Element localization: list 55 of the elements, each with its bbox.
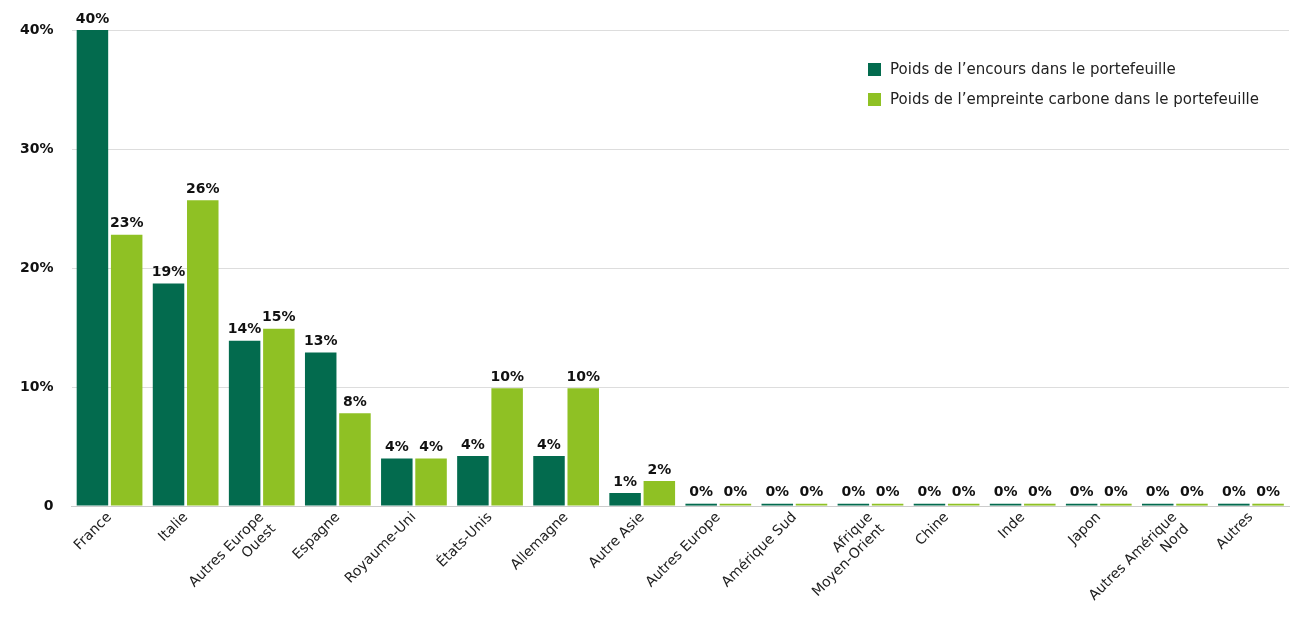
- data-label: 0%: [841, 483, 866, 500]
- data-label: 4%: [419, 438, 443, 455]
- data-label: 4%: [537, 435, 561, 452]
- data-label: 13%: [303, 332, 338, 349]
- y-tick-label: 20%: [19, 258, 54, 275]
- data-label: 0%: [993, 483, 1018, 500]
- data-label: 2%: [647, 460, 672, 477]
- data-label: 26%: [186, 179, 220, 196]
- data-label: 0%: [1027, 483, 1052, 500]
- data-label: 0%: [1104, 483, 1128, 500]
- data-label: 1%: [613, 472, 637, 489]
- data-label: 19%: [151, 263, 186, 280]
- bar: [339, 413, 371, 506]
- bar: [609, 493, 641, 506]
- data-label: 0%: [723, 483, 748, 500]
- bar: [415, 458, 447, 506]
- data-label: 0%: [951, 483, 976, 500]
- data-label: 10%: [566, 367, 600, 384]
- bar: [263, 328, 295, 506]
- bar: [76, 30, 109, 506]
- legend-label: Poids de l’empreinte carbone dans le portefeuille: [890, 90, 1259, 108]
- bar: [457, 456, 489, 506]
- legend-label: Poids de l’encours dans le portefeuille: [890, 60, 1176, 78]
- data-label: 0%: [1145, 483, 1170, 500]
- bar: [228, 340, 261, 506]
- bar: [533, 456, 565, 506]
- data-label: 0%: [1069, 483, 1094, 500]
- y-tick-label: 10%: [19, 377, 54, 394]
- bar: [152, 283, 185, 506]
- bar: [643, 481, 676, 506]
- data-label: 0%: [689, 483, 714, 500]
- data-label: 40%: [75, 9, 110, 26]
- data-label: 14%: [227, 320, 262, 337]
- data-label: 23%: [109, 214, 144, 231]
- data-label: 15%: [262, 308, 296, 325]
- data-label: 10%: [490, 367, 524, 384]
- data-label: 0%: [765, 483, 790, 500]
- data-label: 0%: [1256, 483, 1280, 500]
- data-label: 0%: [875, 483, 900, 500]
- data-label: 0%: [1180, 483, 1204, 500]
- bar: [187, 200, 219, 506]
- bar: [304, 352, 337, 506]
- y-tick-label: 40%: [19, 20, 54, 37]
- data-label: 0%: [917, 483, 942, 500]
- y-tick-label: 0: [43, 496, 54, 513]
- data-label: 4%: [461, 435, 485, 452]
- data-label: 4%: [384, 438, 409, 455]
- data-label: 0%: [1221, 483, 1246, 500]
- data-label: 0%: [799, 483, 824, 500]
- y-tick-label: 30%: [19, 139, 54, 156]
- data-label: 8%: [343, 392, 367, 409]
- bar: [567, 388, 599, 506]
- bar: [381, 458, 413, 506]
- bar: [491, 388, 523, 506]
- bar: [110, 234, 143, 506]
